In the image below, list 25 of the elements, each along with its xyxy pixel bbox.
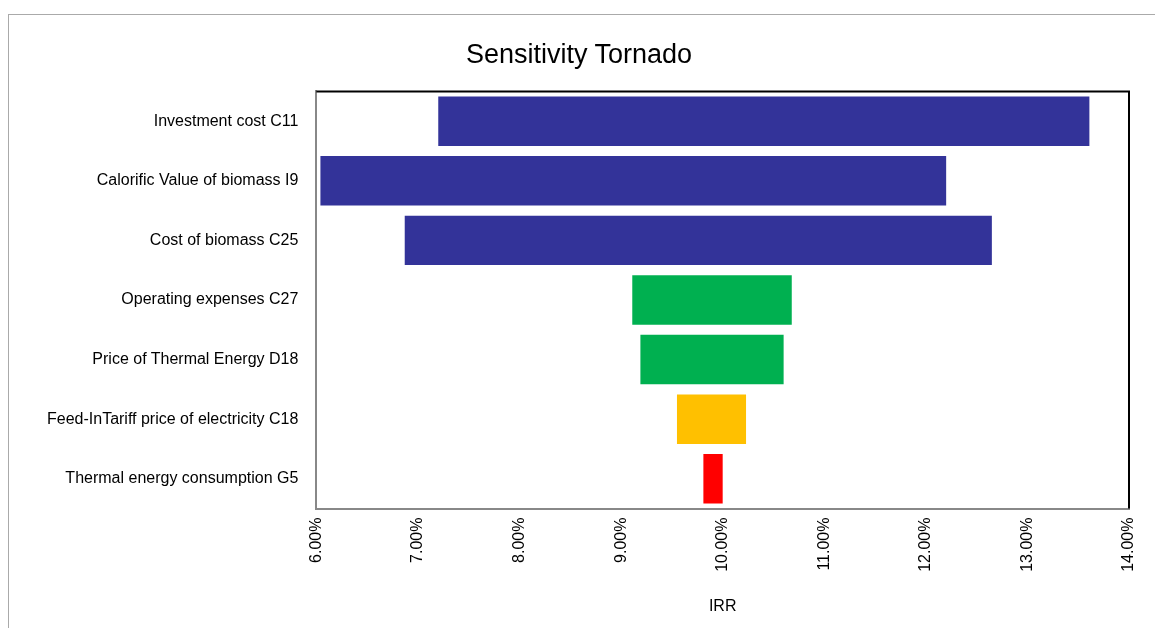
bar [632,275,792,325]
y-tick-label: Operating expenses C27 [121,290,299,308]
bar [640,334,784,385]
x-tick-label: 13.00% [1017,517,1035,572]
x-tick-label: 7.00% [408,517,426,563]
x-tick-label: 6.00% [306,517,324,563]
y-tick-label: Cost of biomass C25 [149,230,299,248]
bar [676,394,747,444]
y-tick-label: Thermal energy consumption G5 [65,469,299,487]
y-tick-label: Price of Thermal Energy D18 [92,349,299,367]
x-tick-label: 9.00% [611,517,629,563]
bar [404,215,992,266]
y-tick-label: Feed-InTariff price of electricity C18 [47,409,299,427]
x-tick-label: 12.00% [916,517,934,572]
bar [703,454,723,504]
y-tick-label: Calorific Value of biomass I9 [96,171,299,189]
y-tick-label: Investment cost C11 [153,111,299,129]
x-axis-title: IRR [708,596,737,614]
x-tick-label: 14.00% [1119,517,1137,572]
x-tick-label: 8.00% [509,517,527,563]
chart-title: Sensitivity Tornado [465,38,693,69]
x-tick-label: 11.00% [814,517,832,571]
bar [438,96,1090,146]
bar [320,156,947,206]
x-tick-label: 10.00% [713,517,731,572]
